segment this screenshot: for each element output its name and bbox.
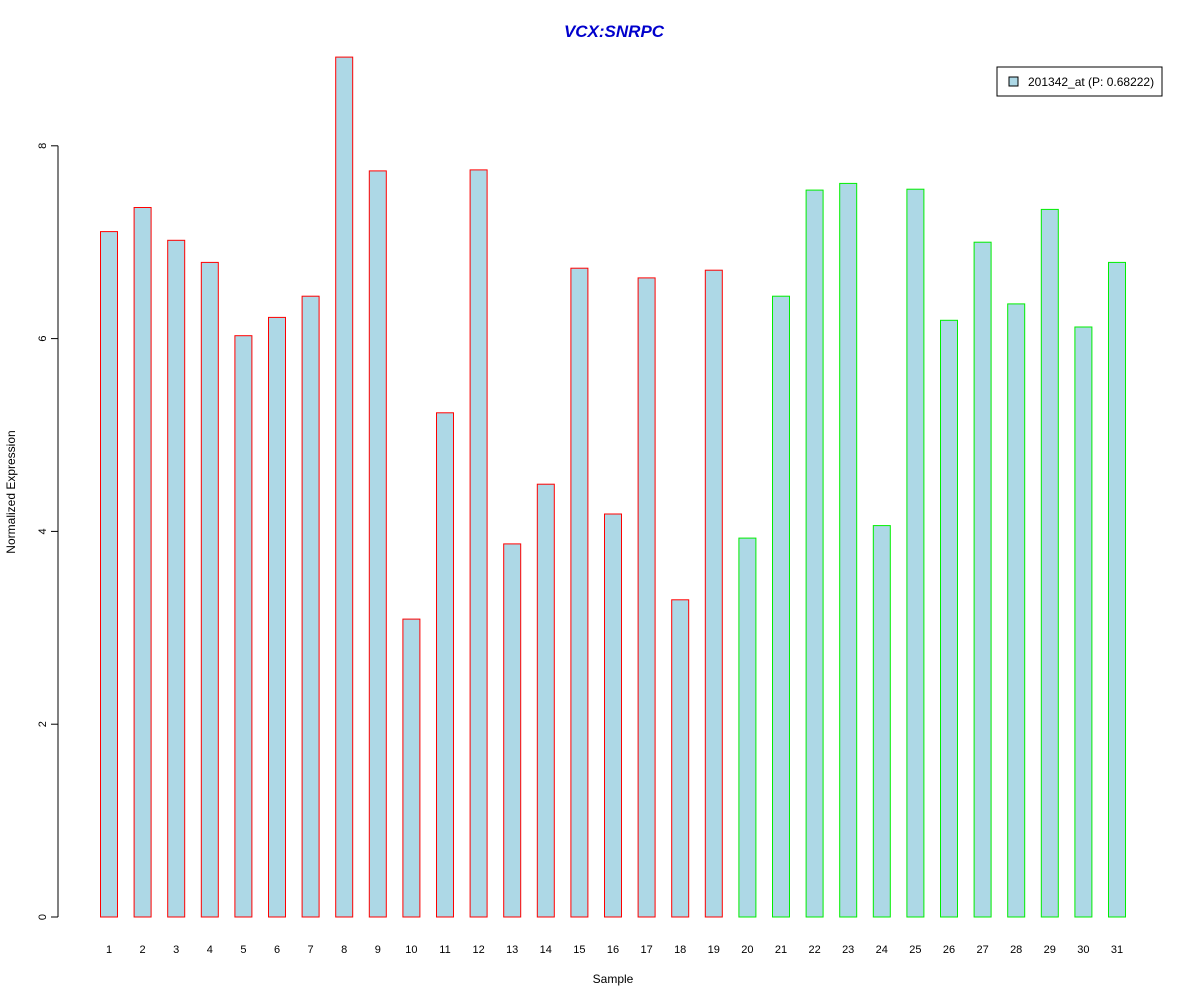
legend-swatch xyxy=(1008,76,1019,87)
bar xyxy=(1108,261,1126,918)
x-tick-label: 31 xyxy=(1111,944,1123,956)
bar xyxy=(671,599,690,918)
bar xyxy=(973,241,992,918)
bar xyxy=(738,537,757,918)
x-tick-label: 8 xyxy=(341,944,347,956)
x-tick-label: 29 xyxy=(1044,944,1056,956)
bar xyxy=(906,188,925,918)
chart-title: VCX:SNRPC xyxy=(564,22,665,41)
x-tick-labels: 1 2 3 4 5 6 7 8 9 10 11 12 13 14 15 16 17 18 19 20 21 22 23 24 2… xyxy=(106,944,1123,956)
x-tick-label: 6 xyxy=(274,944,280,956)
x-tick-label: 18 xyxy=(674,944,686,956)
x-tick-label: 15 xyxy=(573,944,585,956)
x-tick-label: 12 xyxy=(472,944,484,956)
x-tick-label: 26 xyxy=(943,944,955,956)
bar-series xyxy=(100,56,1126,918)
bar xyxy=(872,525,891,918)
x-tick-label: 11 xyxy=(439,944,450,956)
bar xyxy=(100,231,118,918)
y-axis: 0 2 4 6 8 xyxy=(37,143,59,920)
bar xyxy=(1007,303,1026,918)
x-tick-label: 27 xyxy=(976,944,988,956)
bar xyxy=(368,170,387,918)
x-tick-label: 21 xyxy=(775,944,787,956)
x-tick-label: 24 xyxy=(876,944,888,956)
x-tick-label: 30 xyxy=(1077,944,1089,956)
x-tick-label: 17 xyxy=(640,944,652,956)
y-tick-label: 8 xyxy=(37,143,49,149)
bar xyxy=(133,207,152,918)
bar xyxy=(167,239,186,918)
bar xyxy=(301,295,320,918)
bar xyxy=(940,319,958,918)
bar xyxy=(469,169,488,918)
x-tick-label: 7 xyxy=(308,944,314,956)
bar xyxy=(570,267,589,918)
x-tick-label: 16 xyxy=(607,944,619,956)
x-axis-title: Sample xyxy=(593,972,634,986)
bar xyxy=(805,189,824,918)
bar xyxy=(402,618,421,918)
bar xyxy=(335,56,354,918)
x-tick-label: 2 xyxy=(140,944,146,956)
bar xyxy=(1040,208,1059,918)
legend-box xyxy=(996,66,1163,97)
x-tick-label: 20 xyxy=(741,944,753,956)
x-tick-label: 13 xyxy=(506,944,518,956)
x-tick-label: 9 xyxy=(375,944,381,956)
legend-label: 201342_at (P: 0.68222) xyxy=(1028,75,1154,89)
bar xyxy=(234,335,253,918)
bar xyxy=(772,295,790,918)
bar xyxy=(536,483,555,918)
bar xyxy=(637,277,656,918)
y-tick-label: 0 xyxy=(37,914,49,920)
bar xyxy=(1074,326,1093,918)
x-tick-label: 19 xyxy=(708,944,720,956)
bar xyxy=(268,316,286,918)
x-tick-label: 10 xyxy=(405,944,417,956)
legend: 201342_at (P: 0.68222) xyxy=(996,66,1163,97)
y-tick-label: 2 xyxy=(37,721,49,727)
bar xyxy=(200,261,219,918)
y-axis-title: Normalized Expression xyxy=(4,430,18,553)
x-tick-label: 14 xyxy=(540,944,552,956)
bar xyxy=(704,269,723,918)
bar xyxy=(604,513,622,918)
x-tick-label: 23 xyxy=(842,944,854,956)
x-tick-label: 5 xyxy=(240,944,246,956)
x-tick-label: 3 xyxy=(173,944,179,956)
x-tick-label: 25 xyxy=(909,944,921,956)
bar xyxy=(436,412,454,918)
y-tick-label: 4 xyxy=(37,528,49,534)
x-tick-label: 28 xyxy=(1010,944,1022,956)
x-tick-label: 22 xyxy=(808,944,820,956)
x-tick-label: 1 xyxy=(106,944,112,956)
y-tick-label: 6 xyxy=(37,336,49,342)
bar xyxy=(839,182,858,918)
bar xyxy=(503,543,522,918)
x-tick-label: 4 xyxy=(207,944,213,956)
